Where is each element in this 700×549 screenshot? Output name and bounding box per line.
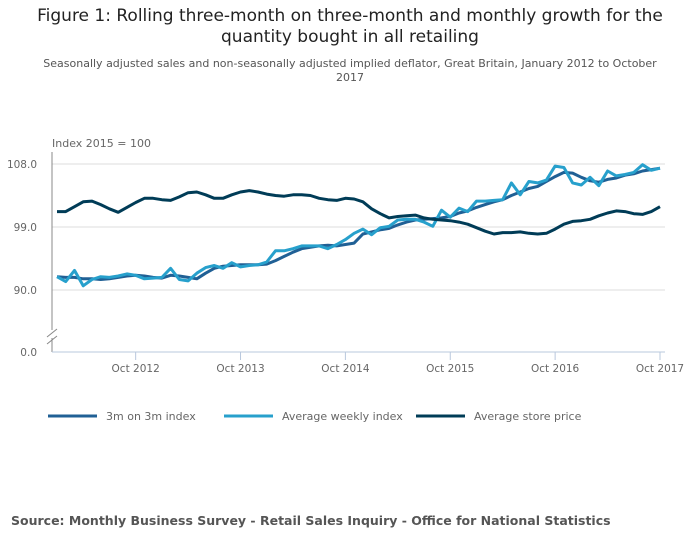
legend-label: Average store price — [474, 410, 582, 423]
source-note: Source: Monthly Business Survey - Retail… — [11, 513, 611, 528]
chart-subtitle: Seasonally adjusted sales and non-season… — [43, 57, 657, 84]
legend-item: 3m on 3m index — [48, 410, 196, 423]
x-tick-label: Oct 2012 — [112, 363, 160, 375]
axis-break-mark — [46, 335, 58, 345]
y-axis-label: Index 2015 = 100 — [52, 137, 151, 150]
x-tick-label: Oct 2015 — [426, 363, 474, 375]
legend-item: Average store price — [416, 410, 582, 423]
x-tick-label: Oct 2017 — [636, 363, 684, 375]
legend-label: Average weekly index — [282, 410, 403, 423]
chart-title: Figure 1: Rolling three-month on three-m… — [37, 6, 663, 47]
legend-label: 3m on 3m index — [106, 410, 196, 423]
legend-item: Average weekly index — [224, 410, 403, 423]
axis-break-mark — [46, 328, 58, 338]
y-tick-label: 0.0 — [20, 347, 37, 359]
series-line-average-store-price — [57, 189, 661, 236]
y-tick-label: 90.0 — [14, 285, 37, 297]
series-line-average-weekly-index — [56, 163, 661, 288]
y-tick-label: 99.0 — [14, 222, 37, 234]
y-tick-label: 108.0 — [7, 159, 37, 171]
x-tick-label: Oct 2014 — [321, 363, 370, 375]
x-tick-label: Oct 2013 — [216, 363, 264, 375]
x-tick-label: Oct 2016 — [531, 363, 580, 375]
